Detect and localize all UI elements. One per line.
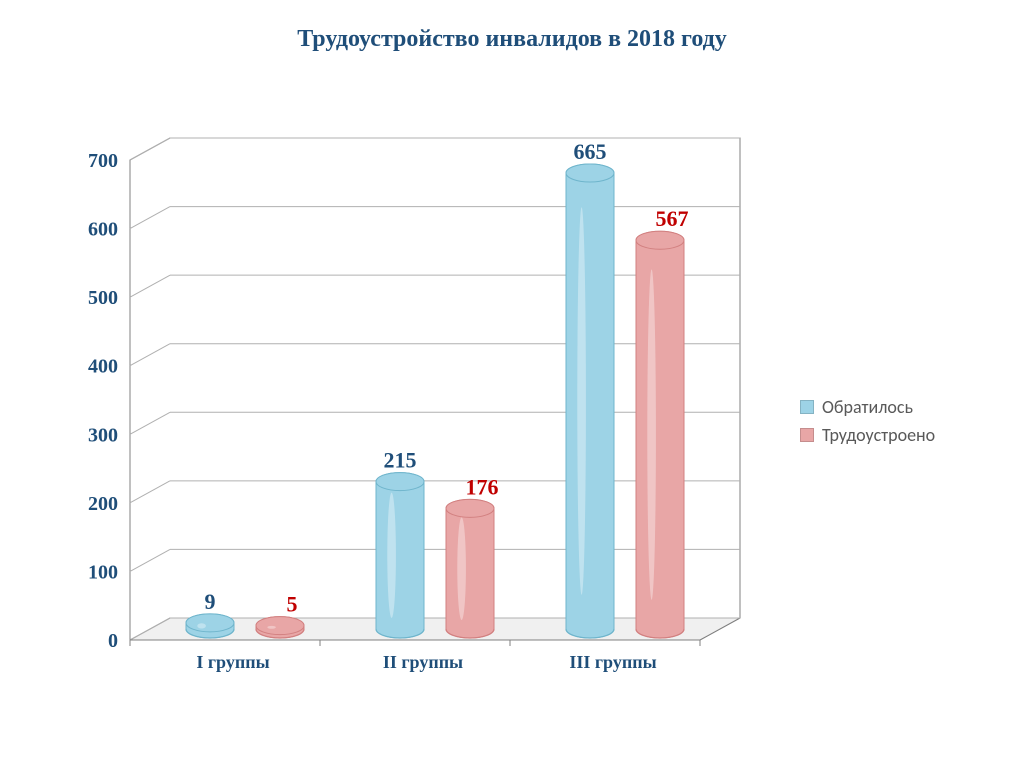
chart-svg: 0 100 200 300 400 500 600 700 9 5 I группы 215 176 II… xyxy=(60,130,780,720)
y-tick-label: 200 xyxy=(88,493,118,515)
legend-label-0: Обратилось xyxy=(822,396,913,418)
y-tick-label: 0 xyxy=(108,630,118,652)
value-label: 9 xyxy=(205,589,216,614)
category-label: III группы xyxy=(569,652,656,672)
category-label: I группы xyxy=(196,652,269,672)
legend-swatch-1 xyxy=(800,428,814,442)
y-tick-label: 100 xyxy=(88,561,118,583)
legend-item-1: Трудоустроено xyxy=(800,424,935,446)
y-tick-label: 500 xyxy=(88,287,118,309)
legend-label-1: Трудоустроено xyxy=(822,424,935,446)
legend: Обратилось Трудоустроено xyxy=(800,390,935,452)
value-label: 665 xyxy=(574,139,607,164)
chart-title: Трудоустройство инвалидов в 2018 году xyxy=(0,26,1024,53)
y-tick-label: 700 xyxy=(88,150,118,172)
legend-item-0: Обратилось xyxy=(800,396,935,418)
value-label: 215 xyxy=(384,448,417,473)
y-tick-label: 400 xyxy=(88,356,118,378)
category-label: II группы xyxy=(383,652,463,672)
value-label: 176 xyxy=(466,474,499,499)
y-tick-label: 600 xyxy=(88,219,118,241)
chart-area: 0 100 200 300 400 500 600 700 9 5 I группы 215 176 II… xyxy=(60,130,780,720)
y-tick-label: 300 xyxy=(88,424,118,446)
value-label: 567 xyxy=(656,206,689,231)
value-label: 5 xyxy=(287,592,298,617)
legend-swatch-0 xyxy=(800,400,814,414)
page: Трудоустройство инвалидов в 2018 году 0 1… xyxy=(0,0,1024,767)
